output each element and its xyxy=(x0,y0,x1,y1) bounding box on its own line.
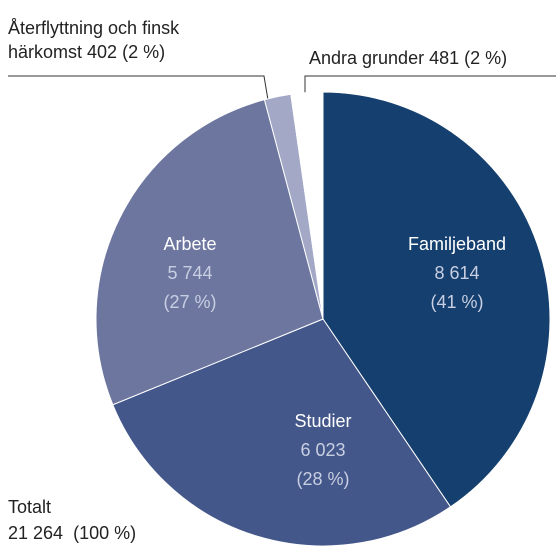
total-name: Totalt xyxy=(8,497,52,517)
total: Totalt 21 264 (100 %) xyxy=(8,494,136,546)
total-percent: (100 %) xyxy=(73,523,137,543)
percent-label: (41 %) xyxy=(430,292,483,312)
pie-slice xyxy=(290,91,324,320)
pie-slice xyxy=(112,318,452,546)
value-label: 5 744 xyxy=(167,263,212,283)
callout-label: Återflyttning och finsk härkomst 402 (2 %) xyxy=(8,16,223,64)
callout-label: Andra grunder 481 (2 %) xyxy=(309,46,507,70)
leader-line xyxy=(8,75,269,101)
value-label: 6 023 xyxy=(300,440,345,460)
percent-label: (28 %) xyxy=(296,469,349,489)
value-label: 8 614 xyxy=(434,263,479,283)
total-value: 21 264 (100 %) xyxy=(8,520,136,546)
slice-label: Familjeband xyxy=(408,234,506,254)
percent-label: (27 %) xyxy=(163,292,216,312)
pie-slice xyxy=(95,99,324,406)
percent-label: (2 %) xyxy=(464,48,508,68)
category-label: Återflyttning och finsk härkomst xyxy=(8,18,180,62)
leader-line xyxy=(304,75,556,100)
percent-label: (2 %) xyxy=(122,42,166,62)
slice-label: Arbete xyxy=(163,234,216,254)
total-label: 21 264 xyxy=(8,523,64,543)
value-label: 481 xyxy=(429,48,460,68)
pie-slice xyxy=(322,91,551,508)
category-label: Andra grunder xyxy=(309,48,425,68)
slice-label: Studier xyxy=(294,411,351,431)
value-label: 402 xyxy=(87,42,118,62)
